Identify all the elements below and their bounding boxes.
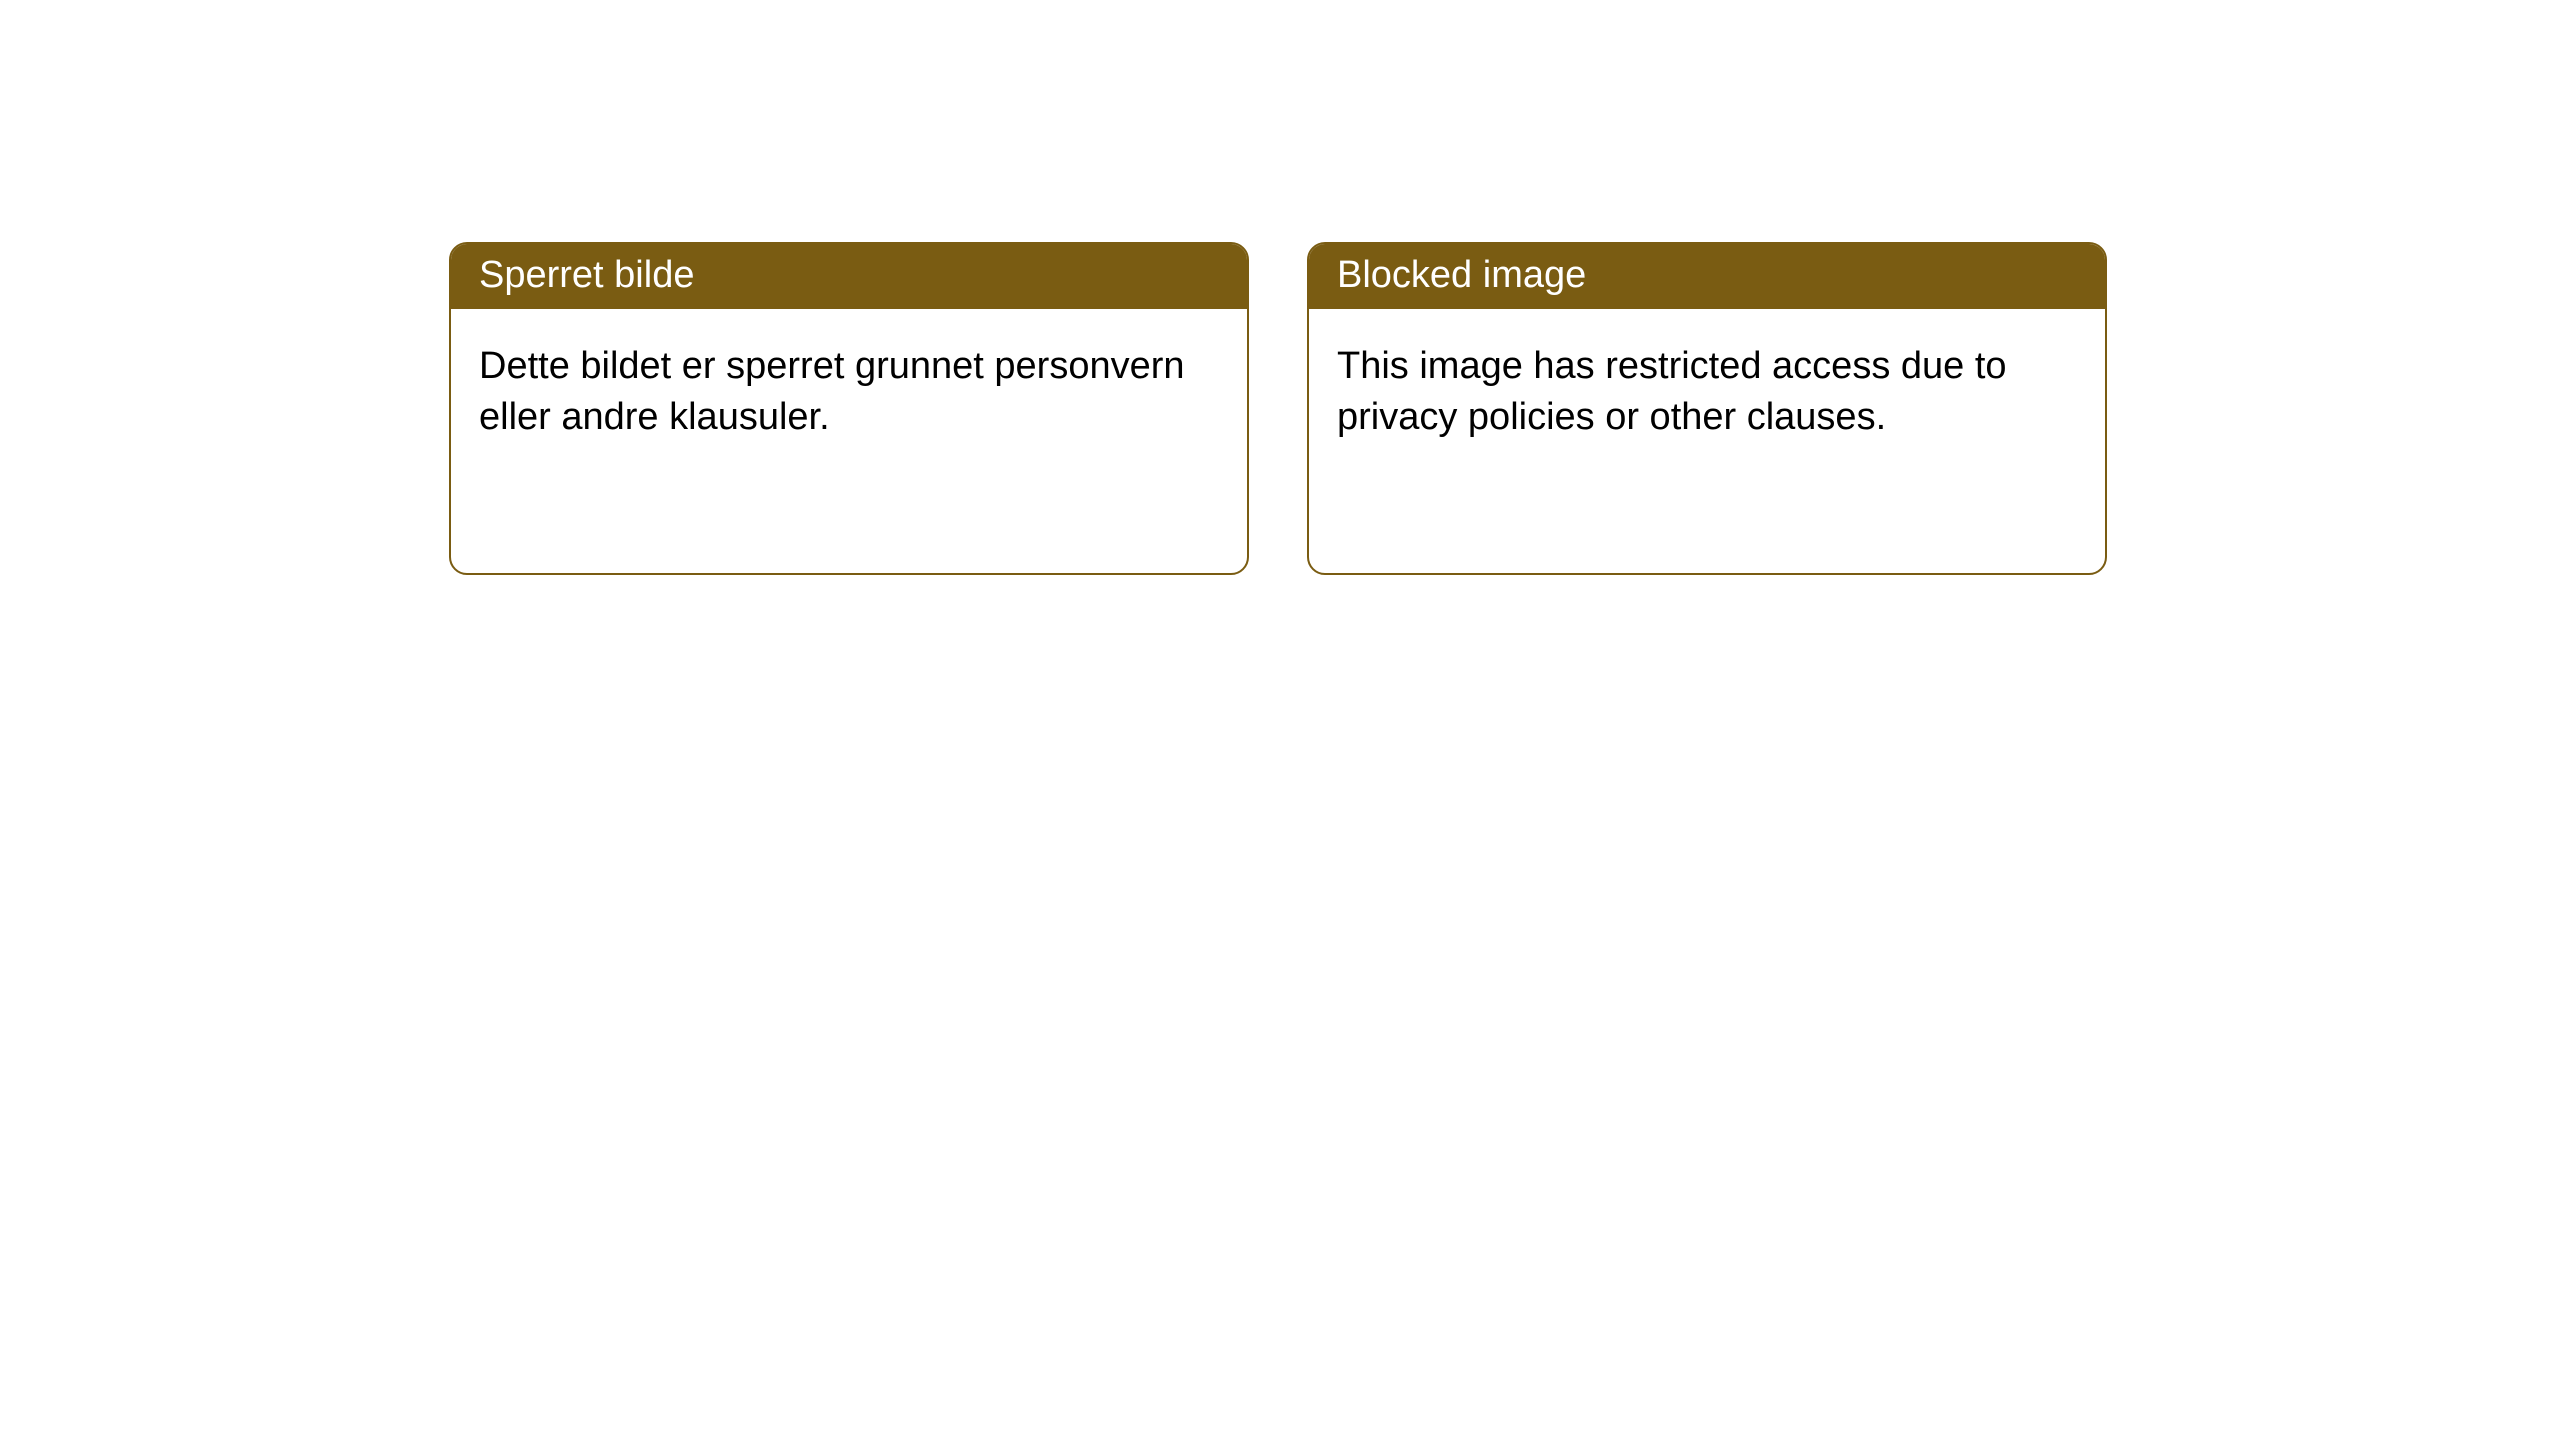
card-message: This image has restricted access due to … — [1337, 345, 2007, 438]
card-title: Blocked image — [1337, 254, 1586, 296]
card-title: Sperret bilde — [479, 254, 694, 296]
card-body: Dette bildet er sperret grunnet personve… — [451, 309, 1247, 476]
card-body: This image has restricted access due to … — [1309, 309, 2105, 476]
notice-card-norwegian: Sperret bilde Dette bildet er sperret gr… — [449, 242, 1249, 575]
notice-card-english: Blocked image This image has restricted … — [1307, 242, 2107, 575]
card-header: Sperret bilde — [451, 244, 1247, 309]
card-message: Dette bildet er sperret grunnet personve… — [479, 345, 1185, 438]
notice-container: Sperret bilde Dette bildet er sperret gr… — [449, 242, 2107, 575]
card-header: Blocked image — [1309, 244, 2105, 309]
